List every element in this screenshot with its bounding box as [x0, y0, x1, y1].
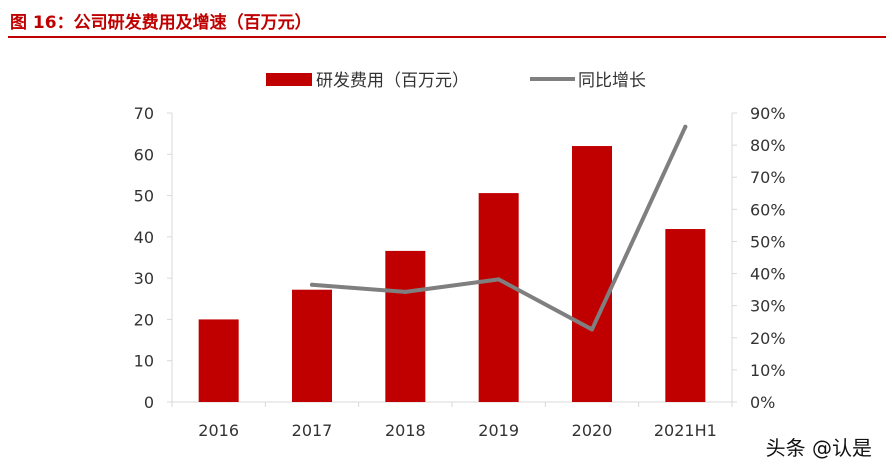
growth-point-2017 [310, 282, 314, 287]
bar-2018 [385, 250, 426, 402]
line-series [310, 124, 688, 332]
right-tick-label: 60% [750, 200, 786, 219]
x-tick-label: 2017 [292, 421, 333, 440]
right-tick-label: 30% [750, 297, 786, 316]
left-tick-label: 30 [134, 269, 154, 288]
figure-title: 图 16：公司研发费用及增速（百万元） [10, 13, 312, 33]
growth-point-2018 [403, 289, 408, 294]
bar-series [198, 146, 706, 402]
bar-2016 [198, 319, 239, 402]
right-tick-label: 20% [750, 329, 786, 348]
x-axis-labels: 2016 2017 2018 2019 2020 2021H1 [198, 421, 716, 440]
bar-2017 [292, 289, 332, 402]
growth-point-2019 [496, 277, 501, 282]
left-axis-ticks: 0 10 20 30 40 50 60 70 [134, 104, 154, 412]
x-tick-label: 2019 [478, 421, 519, 440]
axes [167, 112, 737, 407]
bar-2020 [572, 146, 612, 402]
legend-bar-swatch [266, 73, 312, 86]
left-tick-label: 50 [134, 187, 154, 206]
right-tick-label: 10% [750, 361, 786, 380]
right-tick-label: 40% [750, 265, 786, 284]
bar-2019 [478, 193, 519, 402]
x-tick-label: 2020 [572, 421, 613, 440]
right-tick-label: 80% [750, 136, 786, 155]
growth-point-2021H1 [683, 124, 688, 129]
left-tick-label: 0 [144, 393, 154, 412]
right-tick-label: 70% [750, 168, 786, 187]
bar-2021H1 [665, 229, 706, 402]
x-tick-label: 2018 [385, 421, 426, 440]
legend: 研发费用（百万元） 同比增长 [266, 71, 646, 91]
legend-bar-label: 研发费用（百万元） [316, 71, 469, 91]
legend-line-label: 同比增长 [578, 71, 646, 91]
title-divider [8, 36, 886, 38]
right-tick-label: 90% [750, 104, 786, 123]
x-tick-label: 2016 [198, 421, 239, 440]
x-tick-label: 2021H1 [654, 421, 717, 440]
left-tick-label: 10 [134, 352, 154, 371]
left-tick-label: 40 [134, 228, 154, 247]
right-tick-label: 0% [750, 393, 775, 412]
left-tick-label: 70 [134, 104, 154, 123]
left-tick-label: 60 [134, 145, 154, 164]
left-tick-label: 20 [134, 310, 154, 329]
watermark: 头条 @认是 [765, 436, 872, 460]
right-tick-label: 50% [750, 232, 786, 251]
growth-point-2020 [590, 327, 594, 332]
right-axis-ticks: 0% 10% 20% 30% 40% 50% 60% 70% 80% 90% [750, 104, 786, 412]
